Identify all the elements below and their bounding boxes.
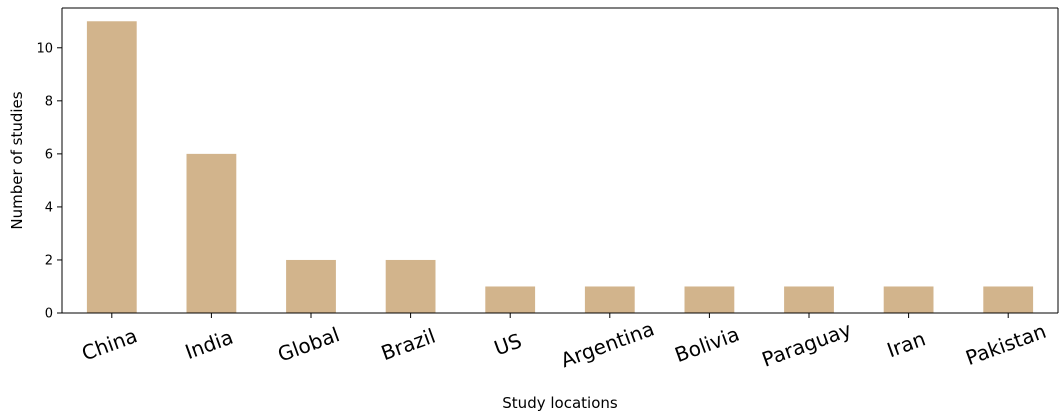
bar-brazil	[385, 259, 436, 313]
x-tick-label-bolivia: Bolivia	[672, 322, 743, 367]
x-tick-label-iran: Iran	[884, 326, 929, 362]
y-tick-label: 6	[45, 147, 53, 162]
x-axis: China India Global Brazil US Argentina Bolivia…	[78, 313, 1049, 372]
x-tick-label-china: China	[78, 323, 140, 365]
y-axis-label: Number of studies	[8, 91, 26, 229]
y-tick-label: 10	[36, 41, 53, 56]
x-tick-label-india: India	[182, 325, 236, 364]
bar-paraguay	[784, 286, 834, 313]
x-axis-label: Study locations	[502, 394, 618, 412]
x-tick-label-paraguay: Paraguay	[759, 317, 855, 372]
bar-argentina	[584, 286, 635, 313]
bar-iran	[883, 286, 934, 313]
y-tick-label: 8	[45, 94, 53, 109]
x-tick-label-brazil: Brazil	[378, 324, 439, 366]
bar-china	[86, 21, 137, 314]
y-tick-label: 0	[45, 307, 53, 322]
x-tick-label-us: US	[491, 328, 525, 360]
y-tick-label: 4	[45, 200, 53, 215]
bar-india	[186, 153, 237, 313]
bar-bolivia	[684, 286, 735, 313]
bar-global	[286, 259, 336, 313]
bars-layer	[86, 21, 1034, 314]
x-tick-label-global: Global	[275, 322, 343, 366]
axes-frame	[61, 7, 1059, 314]
bar-us	[485, 286, 536, 313]
y-tick-label: 2	[45, 253, 53, 268]
y-axis: 0 2 4 6 8 10	[36, 41, 62, 322]
bar-pakistan	[983, 286, 1034, 313]
x-tick-label-pakistan: Pakistan	[962, 319, 1049, 370]
x-tick-label-argentina: Argentina	[557, 316, 657, 372]
